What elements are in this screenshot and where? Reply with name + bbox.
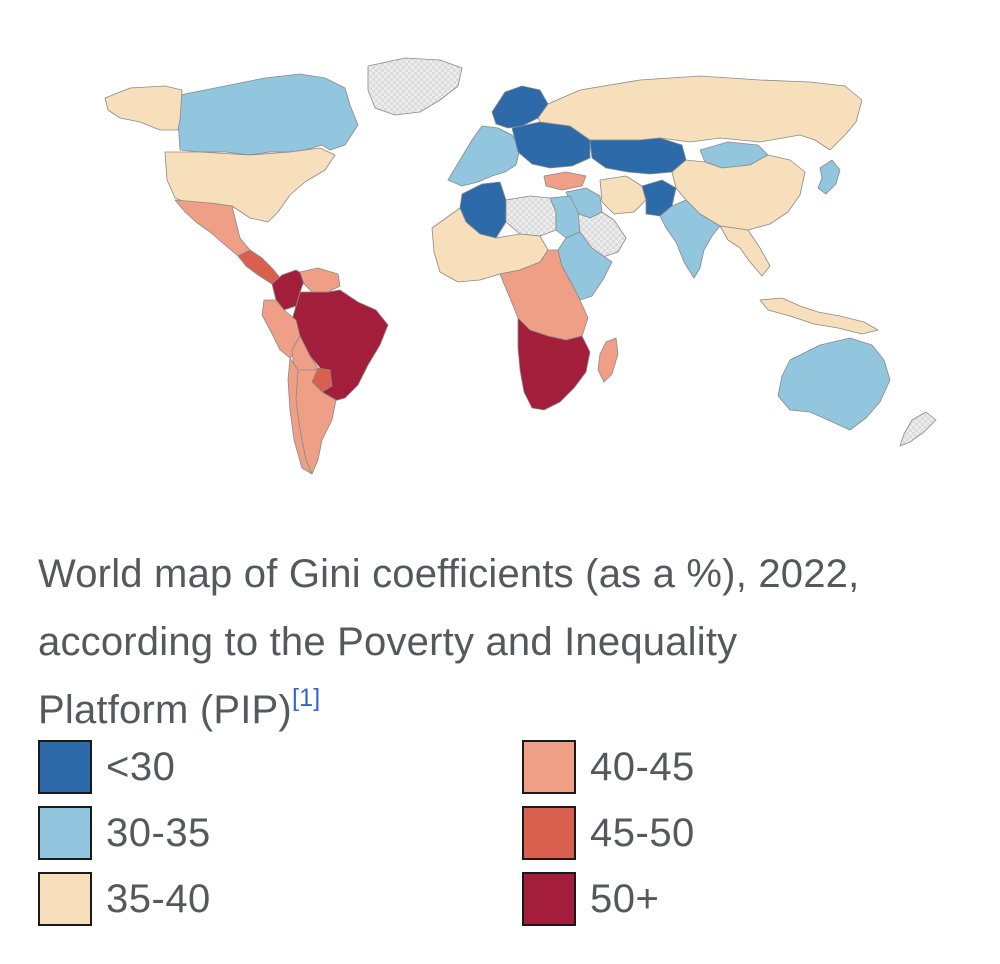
legend-swatch-lt30 — [38, 740, 92, 794]
region-central-africa — [499, 249, 589, 341]
region-kazakhstan — [589, 137, 687, 175]
reference-link[interactable]: [1] — [291, 684, 321, 712]
region-western-europe — [447, 125, 521, 187]
legend-item-40-45: 40-45 — [522, 738, 695, 796]
legend-item-45-50: 45-50 — [522, 804, 695, 862]
region-chile — [287, 357, 313, 475]
legend-swatch-40-45 — [522, 740, 576, 794]
legend-item-30-35: 30-35 — [38, 804, 211, 862]
region-indonesia — [759, 297, 879, 335]
legend-label-50plus: 50+ — [590, 876, 660, 921]
legend-item-50plus: 50+ — [522, 870, 659, 928]
region-southeast-asia — [719, 225, 771, 277]
region-greenland — [367, 57, 463, 116]
legend-label-lt30: <30 — [106, 744, 176, 789]
world-map — [104, 57, 937, 475]
region-canada — [177, 73, 359, 156]
legend-label-30-35: 30-35 — [106, 810, 211, 855]
region-russia — [537, 75, 863, 151]
map-caption: World map of Gini coefficients (as a %),… — [38, 540, 968, 744]
legend-item-35-40: 35-40 — [38, 870, 211, 928]
world-map-svg — [104, 57, 937, 475]
legend-swatch-35-40 — [38, 872, 92, 926]
legend-label-35-40: 35-40 — [106, 876, 211, 921]
region-india — [659, 199, 721, 279]
legend-label-45-50: 45-50 — [590, 810, 695, 855]
legend-item-lt30: <30 — [38, 738, 175, 796]
region-paraguay — [311, 367, 333, 393]
map-legend: <30 30-35 35-40 40-45 45-50 50+ — [38, 738, 978, 938]
region-new-zealand — [899, 411, 937, 447]
region-east-africa — [557, 231, 613, 301]
region-north-africa — [505, 195, 557, 237]
region-southern-africa — [517, 317, 591, 411]
caption-line-3: Platform (PIP) — [38, 688, 292, 732]
legend-swatch-30-35 — [38, 806, 92, 860]
legend-swatch-45-50 — [522, 806, 576, 860]
region-madagascar — [597, 337, 619, 383]
region-iran — [599, 175, 647, 215]
region-turkey — [543, 171, 587, 191]
caption-line-2: according to the Poverty and Inequality — [38, 620, 738, 664]
region-australia — [777, 337, 891, 431]
region-alaska — [104, 85, 183, 131]
region-venezuela — [299, 267, 341, 293]
region-central-america — [237, 249, 283, 285]
legend-label-40-45: 40-45 — [590, 744, 695, 789]
region-japan — [817, 159, 841, 195]
caption-line-1: World map of Gini coefficients (as a %),… — [38, 552, 860, 596]
legend-swatch-50plus — [522, 872, 576, 926]
